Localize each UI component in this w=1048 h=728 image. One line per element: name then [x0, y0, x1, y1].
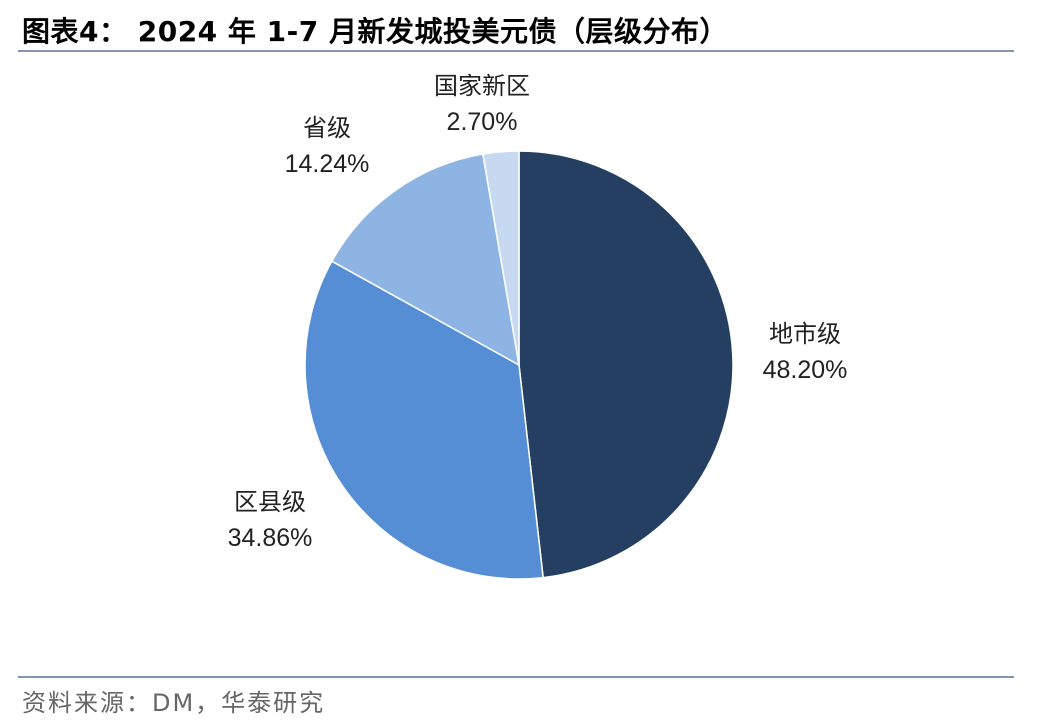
slice-label-value-2: 34.86% [228, 524, 313, 552]
slice-label-name-4: 国家新区 [434, 72, 530, 100]
slice-label-name-3: 省级 [303, 114, 351, 142]
pie-slice-1 [518, 150, 734, 579]
pie-slice-3 [330, 153, 521, 367]
slice-label-name-1: 地市级 [769, 320, 841, 348]
pie-slice-4 [482, 150, 520, 366]
title-divider [18, 50, 1014, 52]
chart-title: 图表4： 2024 年 1-7 月新发城投美元债（层级分布） [22, 15, 728, 48]
slice-label-value-3: 14.24% [285, 150, 370, 178]
slice-label-value-1: 48.20% [763, 356, 848, 384]
slice-label-value-4: 2.70% [447, 108, 518, 136]
pie-slices [304, 150, 734, 580]
pie-slice-2 [304, 260, 544, 580]
footer-divider [18, 676, 1014, 678]
pie-labels: 地市级 48.20% 区县级 34.86% 省级 14.24% 国家新区 2.70% [228, 72, 848, 552]
slice-label-name-2: 区县级 [234, 488, 306, 516]
source-note: 资料来源：DM，华泰研究 [22, 689, 326, 717]
